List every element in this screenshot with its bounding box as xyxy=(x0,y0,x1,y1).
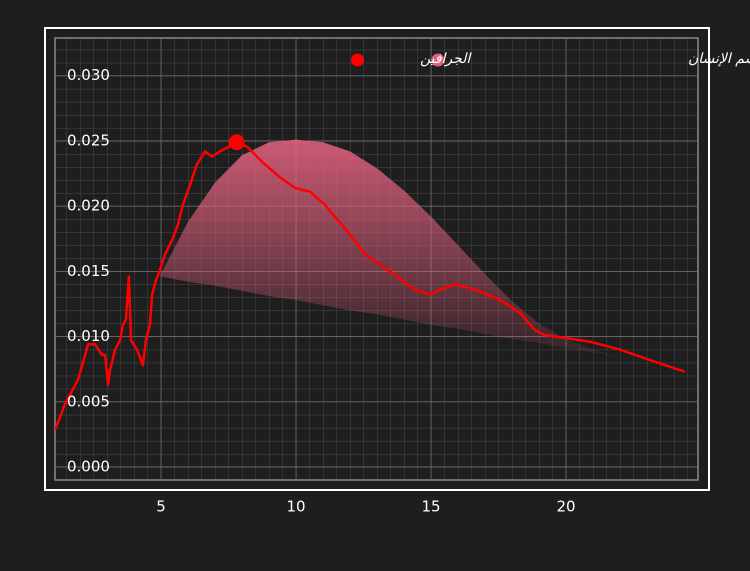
x-tick-label: 5 xyxy=(156,498,166,516)
x-tick-label: 20 xyxy=(556,498,575,516)
legend-label: الجرافين xyxy=(420,51,472,67)
data-line xyxy=(55,140,686,431)
x-tick-label: 15 xyxy=(421,498,440,516)
peak-marker xyxy=(228,134,245,151)
legend-swatch xyxy=(351,53,365,67)
x-tick-label: 10 xyxy=(286,498,305,516)
y-tick-label: 0.010 xyxy=(67,327,110,345)
legend-label: طيف الأشعة تحت الحمراء لجسم الإنسان xyxy=(688,49,750,67)
y-tick-label: 0.030 xyxy=(67,66,110,84)
y-tick-label: 0.000 xyxy=(67,457,110,475)
y-tick-label: 0.020 xyxy=(67,197,110,215)
y-tick-label: 0.015 xyxy=(67,262,110,280)
y-tick-label: 0.025 xyxy=(67,131,110,149)
legend-swatch xyxy=(431,53,445,67)
area-band xyxy=(161,139,674,368)
y-tick-label: 0.005 xyxy=(67,392,110,410)
